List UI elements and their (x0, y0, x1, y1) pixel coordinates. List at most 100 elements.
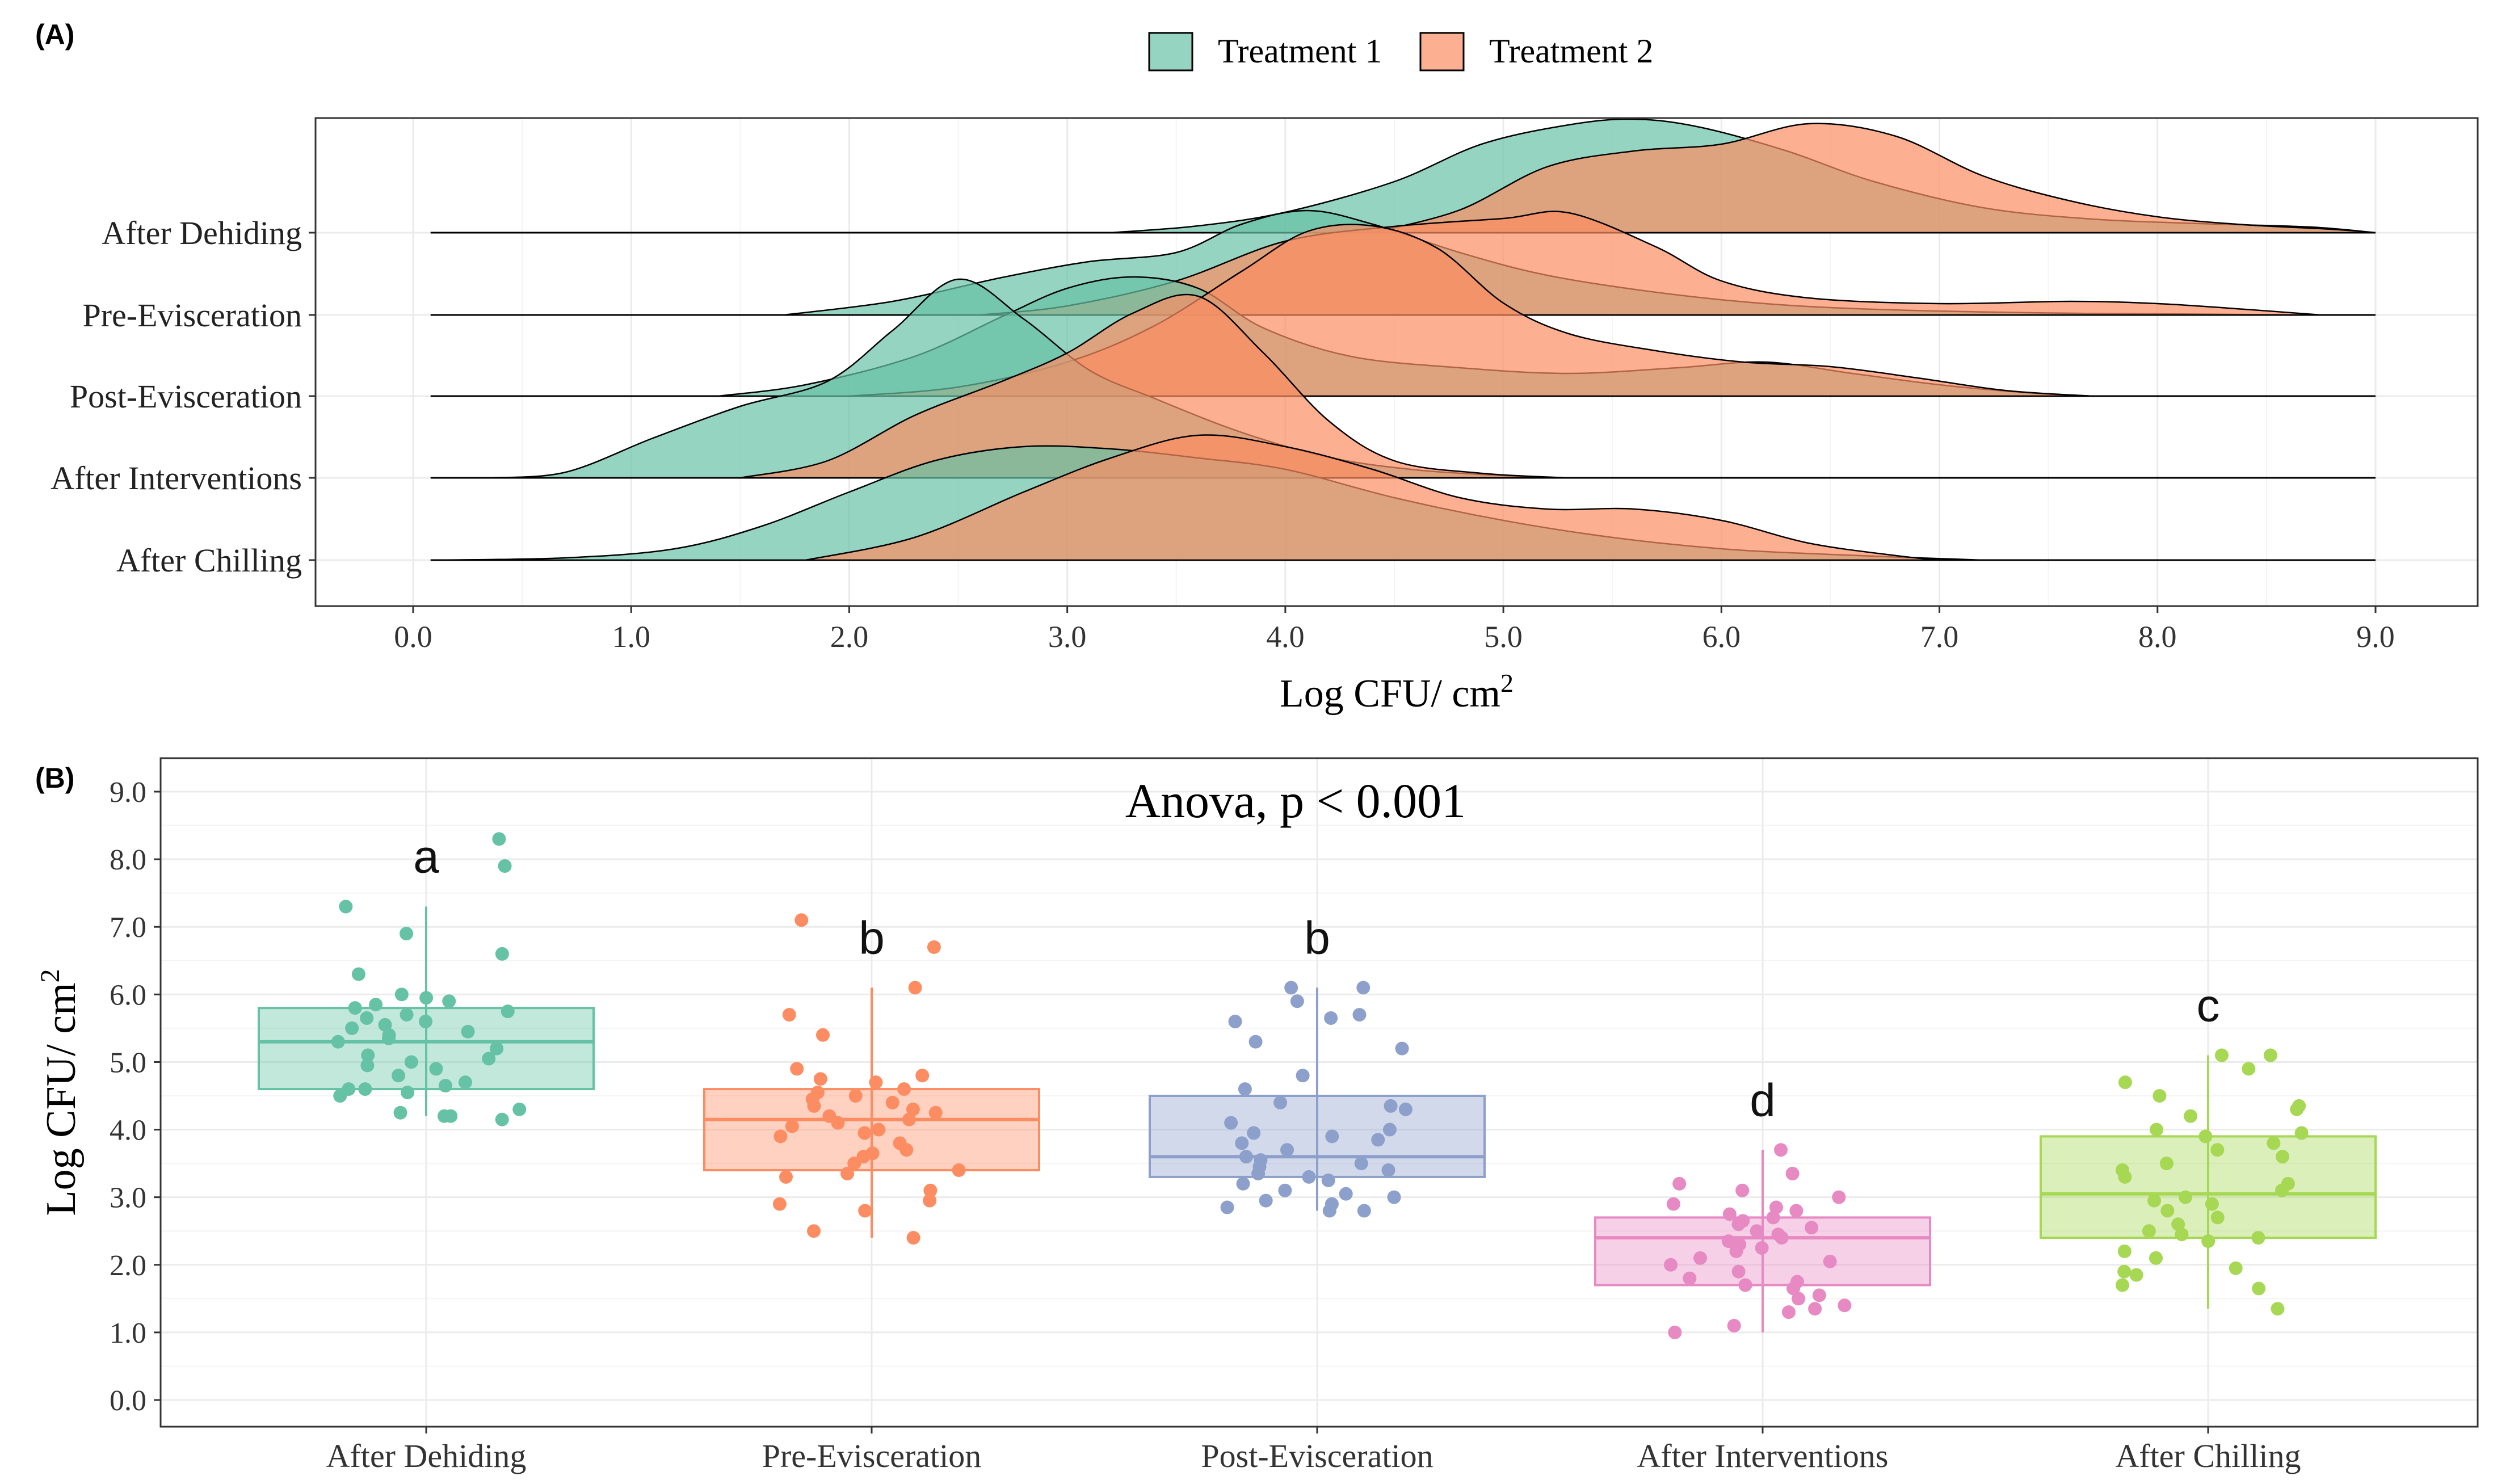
data-point (1280, 1143, 1294, 1157)
y-tick-label: 9.0 (110, 776, 146, 809)
data-point (2201, 1234, 2215, 1248)
data-point (394, 987, 409, 1002)
y-tick-label: After Chilling (116, 542, 302, 579)
data-point (923, 1183, 937, 1197)
data-point (2117, 1244, 2132, 1258)
x-tick-label: 0.0 (394, 620, 432, 654)
data-point (1693, 1251, 1707, 1265)
data-point (438, 1079, 452, 1093)
data-point (2275, 1183, 2289, 1197)
data-point (1812, 1288, 1826, 1302)
data-point (1325, 1129, 1339, 1144)
data-point (1322, 1204, 1336, 1218)
x-tick-label: Pre-Evisceration (762, 1437, 982, 1474)
y-tick-label: After Dehiding (102, 215, 302, 251)
data-point (482, 1052, 496, 1066)
data-point (915, 1069, 930, 1083)
y-axis-title-b: Log CFU/ cm2 (35, 969, 85, 1216)
data-point (2294, 1126, 2309, 1140)
data-point (501, 1004, 515, 1019)
x-tick-label: 4.0 (1266, 620, 1305, 654)
data-point (794, 913, 809, 927)
data-point (498, 859, 512, 873)
data-point (813, 1072, 827, 1086)
data-point (1339, 1187, 1353, 1201)
data-point (1731, 1217, 1746, 1231)
data-point (952, 1163, 966, 1178)
x-tick-label: 6.0 (1702, 620, 1741, 654)
data-point (1273, 1095, 1288, 1109)
data-point (419, 991, 434, 1005)
data-point (2290, 1102, 2304, 1116)
data-point (358, 1082, 372, 1096)
data-point (400, 927, 414, 941)
data-point (772, 1197, 787, 1211)
data-point (2251, 1231, 2265, 1245)
data-point (1251, 1166, 1266, 1180)
data-point (1789, 1204, 1803, 1218)
y-tick-label: 7.0 (110, 911, 146, 944)
data-point (1668, 1325, 1682, 1339)
significance-letter: c (2197, 980, 2220, 1032)
legend-key-treatment-2 (1419, 32, 1465, 72)
gridlines-b (161, 758, 2478, 1427)
ridges (430, 118, 2376, 561)
data-point (1774, 1143, 1788, 1157)
data-point (404, 1055, 418, 1069)
plot-area-b (161, 758, 2478, 1427)
data-point (2153, 1089, 2167, 1103)
data-point (1235, 1136, 1249, 1150)
data-point (345, 1021, 359, 1035)
data-point (2271, 1302, 2285, 1316)
data-point (1785, 1166, 1800, 1180)
data-point (1284, 981, 1298, 995)
data-point (2129, 1268, 2143, 1282)
data-point (840, 1166, 855, 1180)
box-post-evisceration: b (1149, 912, 1486, 1218)
x-axis-title-a: Log CFU/ cm2 (1280, 669, 1514, 716)
y-tick-label: 2.0 (110, 1250, 146, 1282)
data-point (1354, 1157, 1368, 1171)
data-point (1786, 1281, 1801, 1296)
data-point (847, 1157, 861, 1171)
data-point (1324, 1011, 1338, 1025)
x-tick-label: Post-Evisceration (1201, 1437, 1433, 1474)
data-point (1666, 1197, 1680, 1211)
data-point (1823, 1254, 1837, 1268)
data-point (495, 947, 509, 961)
data-point (2115, 1278, 2129, 1292)
legend: Treatment 1 Treatment 2 (1148, 32, 1653, 72)
y-tick-label: 5.0 (110, 1046, 146, 1079)
data-point (885, 1095, 899, 1109)
data-point (1247, 1126, 1261, 1140)
data-point (1290, 994, 1304, 1008)
data-point (1792, 1292, 1806, 1306)
data-point (401, 1086, 415, 1100)
x-tick-label: 8.0 (2138, 620, 2177, 654)
data-point (333, 1089, 347, 1103)
data-point (495, 1112, 509, 1126)
data-point (1750, 1224, 1764, 1238)
data-point (1371, 1133, 1385, 1147)
data-point (1832, 1190, 1846, 1204)
data-point (1664, 1258, 1678, 1272)
legend-label-treatment-1: Treatment 1 (1218, 32, 1382, 70)
y-axis-a: After Dehiding Pre-Evisceration Post-Evisc… (51, 215, 316, 579)
data-point (1766, 1210, 1780, 1225)
data-point (1738, 1278, 1752, 1292)
data-point (773, 1129, 788, 1144)
ridge-after-dehiding-treatment-2 (1372, 123, 2376, 234)
box-after-chilling: c (2040, 980, 2377, 1316)
x-tick-label: 2.0 (830, 620, 869, 654)
data-point (2149, 1251, 2163, 1265)
data-point (1356, 981, 1370, 995)
y-tick-label: Pre-Evisceration (82, 297, 302, 334)
plot-frame-b (159, 757, 2479, 1428)
data-point (2210, 1210, 2225, 1225)
y-tick-label: 3.0 (110, 1182, 146, 1214)
panel-b-label: (B) (35, 762, 74, 794)
data-point (360, 1058, 375, 1073)
data-point (360, 1011, 374, 1025)
data-point (1395, 1041, 1409, 1056)
data-point (1387, 1190, 1401, 1204)
